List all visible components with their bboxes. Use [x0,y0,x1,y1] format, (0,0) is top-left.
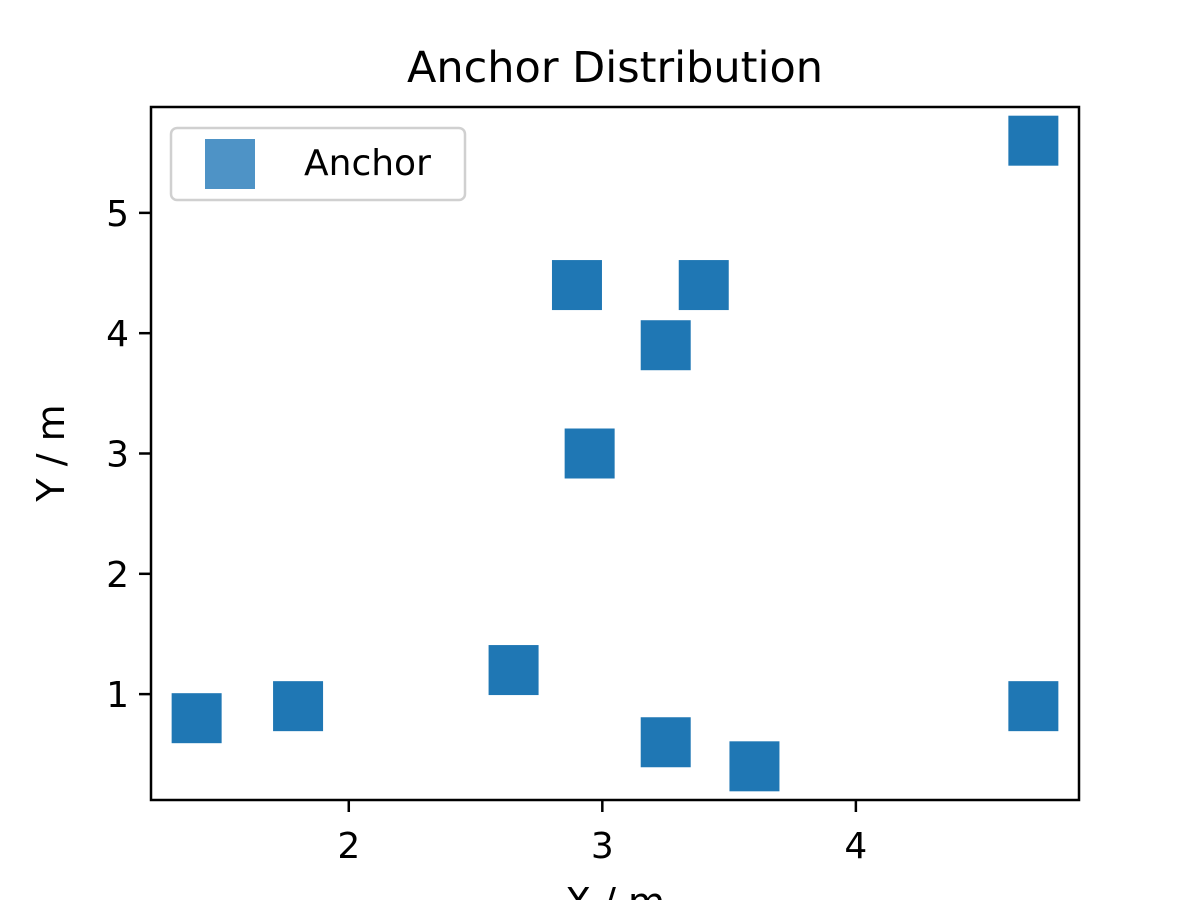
x-tick-label: 3 [591,826,614,867]
x-axis-label: X / m [565,880,665,900]
anchor-point [564,428,615,479]
anchor-point [678,260,729,311]
y-axis-label: Y / m [29,404,73,502]
x-tick-label: 2 [337,826,360,867]
anchor-point [1008,115,1059,166]
anchor-point [171,693,222,744]
chart-title: Anchor Distribution [407,43,823,93]
anchor-point [488,645,539,696]
anchor-point [640,717,691,768]
y-tick-label: 3 [106,435,129,476]
legend-label: Anchor [304,143,431,184]
y-tick-label: 1 [106,675,129,716]
anchor-point [729,741,780,792]
y-tick-label: 2 [106,555,129,596]
anchor-point [273,681,324,732]
anchor-point [640,320,691,371]
y-tick-label: 4 [106,314,129,355]
y-tick-label: 5 [106,194,129,235]
anchor-point [551,260,602,311]
anchor-point [1008,681,1059,732]
legend-marker [205,139,255,189]
x-tick-label: 4 [844,826,867,867]
legend: Anchor [169,126,467,202]
plot-area [171,115,1059,792]
